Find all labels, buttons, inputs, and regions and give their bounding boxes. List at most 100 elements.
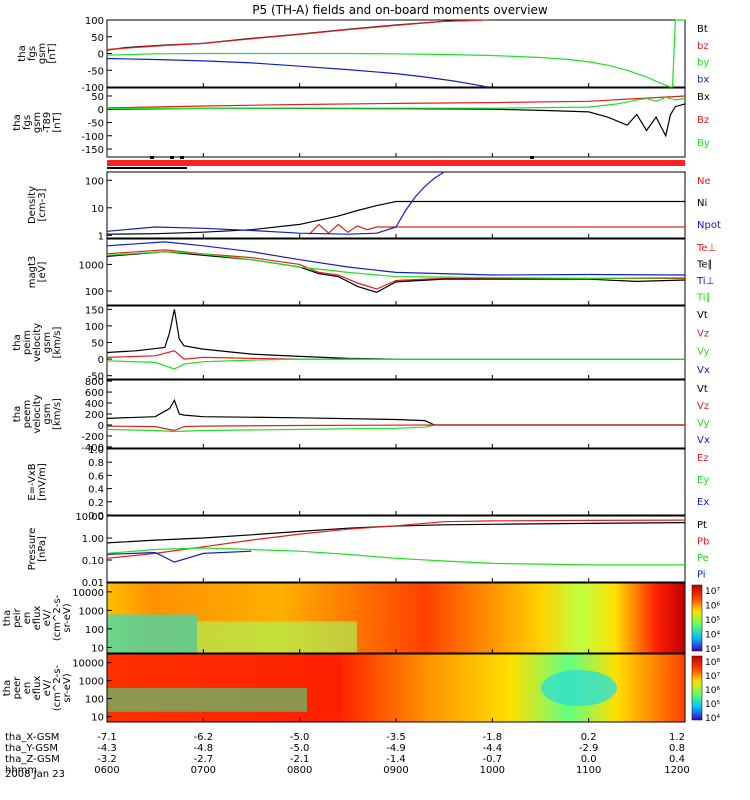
x-row-value: -4.9 bbox=[386, 743, 406, 754]
panels: 100500-50-100thafgsgsm[nT]Btbzbybx500-50… bbox=[2, 16, 721, 724]
legend-Pi: Pi bbox=[697, 570, 706, 581]
y-label-line: [nPa] bbox=[37, 536, 48, 562]
x-row-value: 0900 bbox=[383, 765, 408, 776]
y-tick-label: 1000 bbox=[79, 260, 104, 271]
series-Vt bbox=[106, 398, 685, 426]
y-tick-label: 0.2 bbox=[88, 498, 104, 509]
panel-peir_spec: 10⁷ 10⁶ 10⁵ 10⁴ 10³ 10000 1000 100 10 thapeirenef… bbox=[2, 582, 720, 655]
y-label-line: eflux bbox=[32, 606, 43, 631]
spectrogram-band bbox=[197, 621, 357, 653]
y-tick-label: 0 bbox=[98, 50, 104, 61]
x-row-label: tha_Y-GSM bbox=[5, 743, 58, 754]
x-row-value: 0.0 bbox=[581, 754, 597, 765]
y-axis-label: magt3[eV] bbox=[27, 256, 48, 289]
y-tick-label: 10 bbox=[91, 643, 104, 654]
y-axis-label: Pressure[nPa] bbox=[27, 528, 48, 571]
y-label-line: magt3 bbox=[27, 256, 38, 289]
y-tick-label: 10000 bbox=[72, 588, 104, 599]
series-Npot bbox=[106, 171, 445, 235]
legend-Vt: Vt bbox=[697, 384, 708, 395]
y-label-line: tha bbox=[12, 406, 23, 422]
panel-fgs: 100 50 0 -50 -100 thafgsgsm[nT] Bt bz by bx bbox=[17, 16, 709, 94]
y-label-line: [cm-3] bbox=[37, 188, 48, 221]
y-tick-label: -400 bbox=[81, 443, 104, 454]
y-tick-label: 150 bbox=[85, 305, 104, 316]
y-label-line: peir bbox=[12, 607, 23, 627]
y-tick-label: 400 bbox=[85, 399, 104, 410]
series-Vz bbox=[106, 350, 685, 360]
series-Vy bbox=[106, 358, 685, 370]
y-tick-label: 50 bbox=[91, 33, 104, 44]
y-label-line: tha bbox=[2, 610, 13, 626]
y-tick-label: -100 bbox=[81, 132, 104, 143]
y-label-line: peer bbox=[12, 676, 23, 700]
y-tick-label: 0.0 bbox=[88, 511, 104, 522]
colorbar-tick: 10⁶ bbox=[705, 686, 720, 696]
series-Ti∥ bbox=[106, 251, 686, 280]
x-row-value: 0700 bbox=[191, 765, 216, 776]
y-label-line: -T89 bbox=[42, 112, 53, 134]
x-row-value: 0.2 bbox=[581, 732, 597, 743]
legend-Te⊥: Te⊥ bbox=[696, 243, 716, 254]
x-row-value: -1.4 bbox=[386, 754, 406, 765]
y-tick-label: 100 bbox=[85, 287, 104, 298]
colorbar-tick: 10⁵ bbox=[705, 616, 720, 626]
y-tick-label: 50 bbox=[91, 92, 104, 103]
legend-Ti∥: Ti∥ bbox=[696, 293, 711, 304]
series-bx bbox=[106, 57, 488, 88]
x-row-value: 0.4 bbox=[669, 754, 685, 765]
y-label-line: gsm bbox=[42, 403, 53, 424]
y-tick-label: 100 bbox=[85, 176, 104, 187]
panel-mom_temp: 1000 100 magt3[eV] Te⊥ Te∥ Ti⊥ Ti∥ bbox=[27, 238, 716, 306]
y-tick-label: 0.8 bbox=[88, 458, 104, 469]
y-tick-label: 200 bbox=[85, 410, 104, 421]
y-axis-label: Density[cm-3] bbox=[27, 186, 48, 224]
y-tick-label: 1000 bbox=[79, 677, 104, 688]
y-axis-label: thafgsgsm[nT] bbox=[17, 43, 58, 64]
x-row-label: hhmm bbox=[5, 765, 37, 776]
series-Pb bbox=[106, 519, 686, 559]
y-label-line: [nT] bbox=[52, 112, 63, 132]
y-label-line: [nT] bbox=[47, 43, 58, 63]
legend-Vy: Vy bbox=[697, 347, 710, 358]
colorbar-tick: 10⁷ bbox=[705, 672, 720, 682]
y-label-line: (cm^2-s- bbox=[52, 664, 63, 711]
x-row-value: 0.8 bbox=[669, 743, 685, 754]
y-tick-label: 0.6 bbox=[88, 471, 104, 482]
y-label-line: peim bbox=[22, 330, 33, 355]
y-label-line: gsm bbox=[37, 43, 48, 64]
legend-Ti⊥: Ti⊥ bbox=[696, 276, 714, 287]
legend-Ni: Ni bbox=[697, 198, 707, 209]
legend-Npot: Npot bbox=[697, 220, 721, 231]
series-by bbox=[106, 19, 685, 88]
series-Te⊥ bbox=[106, 249, 685, 290]
legend-Pt: Pt bbox=[697, 520, 707, 531]
y-label-line: (cm^2-s- bbox=[52, 594, 63, 641]
y-label-line: [km/s] bbox=[52, 326, 63, 358]
y-label-line: E=-VxB bbox=[27, 463, 38, 500]
y-tick-label: 1 bbox=[98, 231, 104, 242]
x-row-value: -2.9 bbox=[579, 743, 599, 754]
y-axis-label: thapeemvelocitygsm[km/s] bbox=[12, 394, 63, 433]
spectrogram-band bbox=[107, 688, 307, 712]
y-tick-label: 800 bbox=[85, 377, 104, 388]
y-tick-label: -100 bbox=[81, 83, 104, 94]
y-label-line: en bbox=[22, 612, 33, 625]
colorbar-tick: 10⁴ bbox=[705, 631, 720, 641]
spectrogram-lowband bbox=[107, 614, 197, 653]
panel-pressure: 10.00 1.00 0.10 0.01 Pressure[nPa] Pt Pb Pe Pi bbox=[27, 512, 709, 589]
y-tick-label: -50 bbox=[88, 372, 104, 383]
y-label-line: eflux bbox=[32, 676, 43, 701]
y-tick-label: -150 bbox=[81, 145, 104, 156]
colorbar-tick: 10³ bbox=[705, 645, 720, 655]
series-Ni bbox=[106, 200, 685, 235]
x-axis-annotation: tha_X-GSM -7.1 -6.2 -5.0 -3.5 -1.8 0.2 1.2 tha_Y… bbox=[5, 732, 690, 780]
legend-Pb: Pb bbox=[697, 537, 709, 548]
x-row-value: -4.8 bbox=[194, 743, 214, 754]
y-tick-label: 100 bbox=[85, 16, 104, 27]
y-axis-label: E=-VxB[mV/m] bbox=[27, 463, 48, 501]
legend-Bz: Bz bbox=[697, 115, 709, 126]
panel-peer_spec: 10⁸ 10⁷ 10⁶ 10⁵ 10⁴ 10000 1000 100 10 thapeerenef… bbox=[2, 653, 720, 724]
y-axis-label: thapeirenefluxeV/(cm^2-s-sr-eV) bbox=[2, 594, 73, 641]
